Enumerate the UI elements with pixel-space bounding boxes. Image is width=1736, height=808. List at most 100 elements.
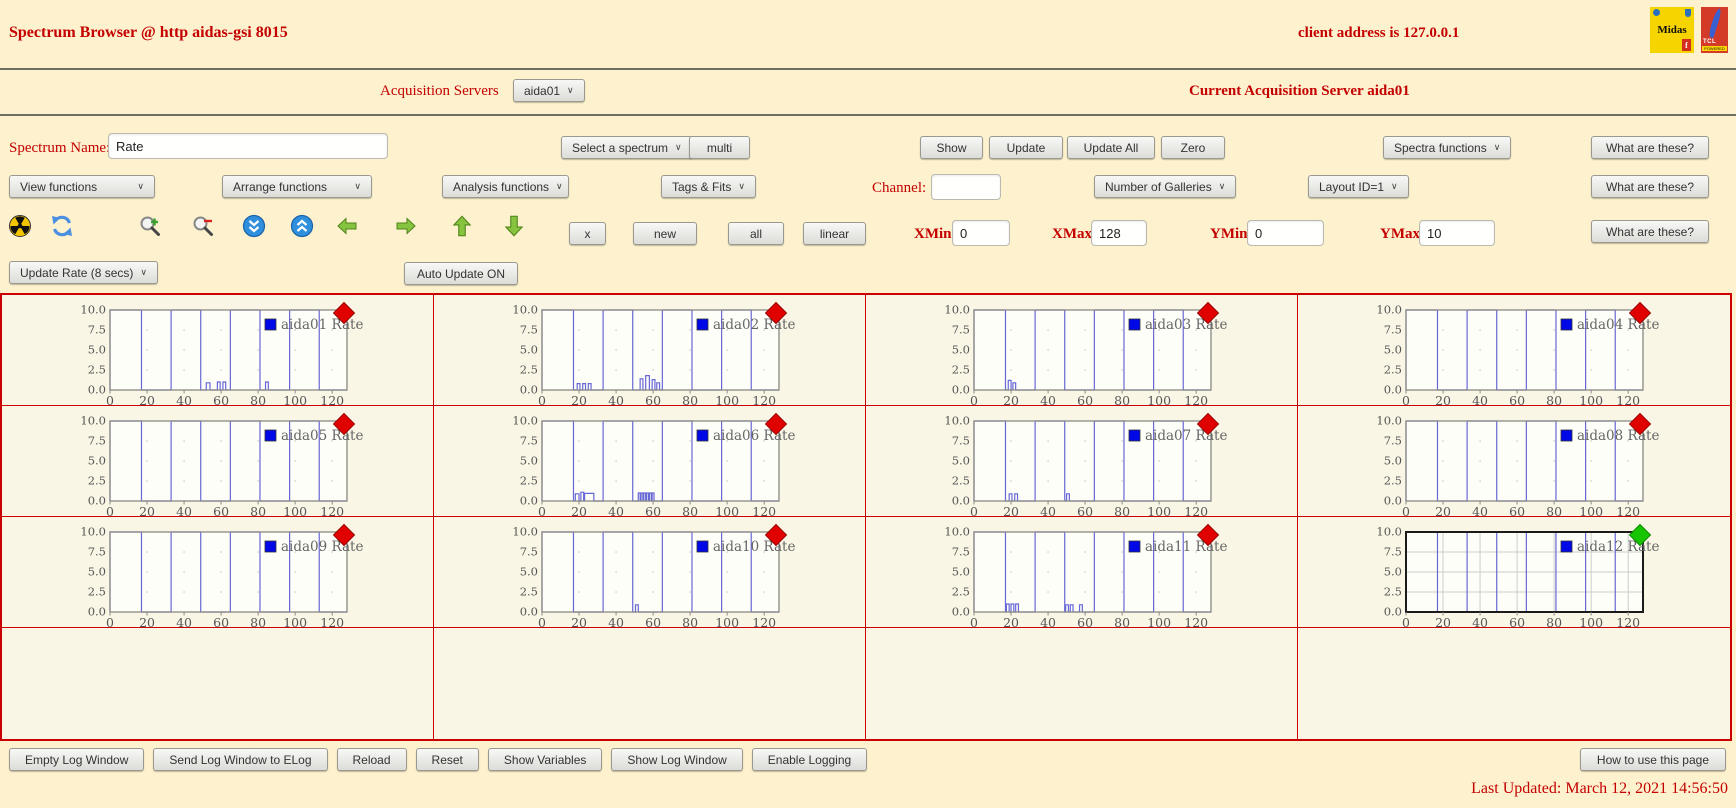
analysis-functions-dropdown[interactable]: Analysis functions ∨ xyxy=(442,175,569,198)
compress-vertical-icon[interactable] xyxy=(242,214,266,238)
gallery-cell: 0.0 2.5 5.0 7.5 10.0 0 20 40 60 80 100 120 aida01 Ra… xyxy=(2,295,434,408)
gallery-chart-aida05[interactable]: 0.0 2.5 5.0 7.5 10.0 0 20 40 60 80 100 120 aida05 Ra… xyxy=(80,411,380,519)
x-tick-label: 40 xyxy=(608,504,624,519)
gallery-chart-aida06[interactable]: 0.0 2.5 5.0 7.5 10.0 0 20 40 60 80 100 120 aida06 Ra… xyxy=(512,411,812,519)
linear-button[interactable]: linear xyxy=(803,222,866,245)
gallery-chart-aida02[interactable]: 0.0 2.5 5.0 7.5 10.0 0 20 40 60 80 100 120 aida02 Ra… xyxy=(512,300,812,408)
y-tick-label: 2.5 xyxy=(1384,363,1402,377)
shift-up-icon[interactable] xyxy=(449,213,473,237)
grid-dot xyxy=(578,480,580,482)
legend-swatch xyxy=(1560,318,1573,331)
empty-gallery-cell xyxy=(866,628,1298,739)
y-tick-label: 0.0 xyxy=(520,494,538,508)
expand-vertical-icon[interactable] xyxy=(290,214,314,238)
what-are-these-button-3[interactable]: What are these? xyxy=(1591,220,1709,243)
zoom-in-icon[interactable] xyxy=(138,214,162,238)
show-button[interactable]: Show xyxy=(920,136,983,159)
tcl-feather-icon xyxy=(1707,7,1723,39)
status-diamond-icon[interactable] xyxy=(332,412,356,436)
layout-id-dropdown[interactable]: Layout ID=1 ∨ xyxy=(1308,175,1409,198)
multi-button[interactable]: multi xyxy=(689,136,750,159)
send-log-to-elog-button[interactable]: Send Log Window to ELog xyxy=(153,748,328,771)
show-log-window-button[interactable]: Show Log Window xyxy=(611,748,743,771)
channel-input[interactable] xyxy=(931,174,1001,200)
update-button[interactable]: Update xyxy=(989,136,1063,159)
status-diamond-icon[interactable] xyxy=(1196,523,1220,547)
acquisition-server-select[interactable]: aida01 ∨ xyxy=(513,79,585,102)
gallery-chart-aida03[interactable]: 0.0 2.5 5.0 7.5 10.0 0 20 40 60 80 100 120 aida03 Ra… xyxy=(944,300,1244,408)
grid-dot xyxy=(1590,329,1592,331)
status-diamond-icon[interactable] xyxy=(1628,412,1652,436)
status-diamond-icon[interactable] xyxy=(1628,523,1652,547)
gallery-chart-aida12[interactable]: 0.0 2.5 5.0 7.5 10.0 0 20 40 60 80 100 120 aida12 Ra… xyxy=(1376,522,1676,630)
reset-button[interactable]: Reset xyxy=(415,748,479,771)
number-of-galleries-dropdown[interactable]: Number of Galleries ∨ xyxy=(1094,175,1237,198)
what-are-these-button-2[interactable]: What are these? xyxy=(1591,175,1709,198)
enable-logging-button[interactable]: Enable Logging xyxy=(751,748,868,771)
status-diamond-icon[interactable] xyxy=(764,523,788,547)
shift-left-icon[interactable] xyxy=(335,214,359,238)
ymax-input[interactable] xyxy=(1419,220,1495,246)
y-tick-label: 10.0 xyxy=(80,525,106,539)
status-diamond-icon[interactable] xyxy=(764,301,788,325)
tags-fits-dropdown[interactable]: Tags & Fits ∨ xyxy=(661,175,756,198)
grid-dot xyxy=(294,480,296,482)
x-tick-label: 20 xyxy=(139,504,155,519)
what-are-these-button-1[interactable]: What are these? xyxy=(1591,136,1709,159)
x-tick-label: 60 xyxy=(213,504,229,519)
arrange-functions-dropdown[interactable]: Arrange functions ∨ xyxy=(222,175,372,198)
auto-update-button[interactable]: Auto Update ON xyxy=(404,262,518,285)
xmin-input[interactable] xyxy=(952,220,1010,246)
view-functions-dropdown[interactable]: View functions ∨ xyxy=(9,175,155,198)
gallery-chart-aida01[interactable]: 0.0 2.5 5.0 7.5 10.0 0 20 40 60 80 100 120 aida01 Ra… xyxy=(80,300,380,408)
gallery-chart-aida09[interactable]: 0.0 2.5 5.0 7.5 10.0 0 20 40 60 80 100 120 aida09 Ra… xyxy=(80,522,380,630)
how-to-use-button[interactable]: How to use this page xyxy=(1579,748,1726,771)
x-tick-label: 0 xyxy=(970,393,978,408)
refresh-icon[interactable] xyxy=(50,214,74,238)
reload-button[interactable]: Reload xyxy=(336,748,407,771)
xmin-label: XMin xyxy=(914,226,952,242)
select-a-spectrum-dropdown[interactable]: Select a spectrum ∨ xyxy=(561,136,693,159)
new-button[interactable]: new xyxy=(633,222,697,245)
status-diamond-icon[interactable] xyxy=(1628,301,1652,325)
x-tick-label: 120 xyxy=(1616,615,1640,630)
gallery-chart-aida11[interactable]: 0.0 2.5 5.0 7.5 10.0 0 20 40 60 80 100 120 aida11 Ra… xyxy=(944,522,1244,630)
status-diamond-icon[interactable] xyxy=(332,301,356,325)
x-tick-label: 40 xyxy=(1472,393,1488,408)
ymin-input[interactable] xyxy=(1247,220,1324,246)
grid-dot xyxy=(331,349,333,351)
grid-dot xyxy=(1590,480,1592,482)
status-diamond-icon[interactable] xyxy=(764,412,788,436)
zoom-out-icon[interactable] xyxy=(191,214,215,238)
gallery-chart-aida10[interactable]: 0.0 2.5 5.0 7.5 10.0 0 20 40 60 80 100 120 aida10 Ra… xyxy=(512,522,812,630)
gallery-chart-aida04[interactable]: 0.0 2.5 5.0 7.5 10.0 0 20 40 60 80 100 120 aida04 Ra… xyxy=(1376,300,1676,408)
grid-dot xyxy=(1158,480,1160,482)
tcl-powered-logo[interactable]: TCL POWERED xyxy=(1701,7,1728,53)
empty-log-window-button[interactable]: Empty Log Window xyxy=(9,748,145,771)
y-tick-label: 7.5 xyxy=(520,545,538,559)
grid-dot xyxy=(1010,591,1012,593)
spectrum-name-input[interactable] xyxy=(108,133,388,159)
status-diamond-icon[interactable] xyxy=(1196,412,1220,436)
grid-dot xyxy=(1479,329,1481,331)
shift-right-icon[interactable] xyxy=(394,214,418,238)
grid-dot xyxy=(1084,460,1086,462)
x-axis-button[interactable]: x xyxy=(569,222,606,245)
zero-button[interactable]: Zero xyxy=(1161,136,1225,159)
spectra-functions-dropdown[interactable]: Spectra functions ∨ xyxy=(1383,136,1512,159)
radiation-icon[interactable] xyxy=(8,214,32,238)
gallery-chart-aida07[interactable]: 0.0 2.5 5.0 7.5 10.0 0 20 40 60 80 100 120 aida07 Ra… xyxy=(944,411,1244,519)
xmax-input[interactable] xyxy=(1091,220,1147,246)
shift-down-icon[interactable] xyxy=(501,213,525,237)
midas-logo[interactable]: Midas f xyxy=(1650,7,1694,53)
status-diamond-icon[interactable] xyxy=(332,523,356,547)
gallery-chart-aida08[interactable]: 0.0 2.5 5.0 7.5 10.0 0 20 40 60 80 100 120 aida08 Ra… xyxy=(1376,411,1676,519)
grid-dot xyxy=(1121,591,1123,593)
grid-dot xyxy=(183,349,185,351)
all-button[interactable]: all xyxy=(728,222,784,245)
x-tick-label: 80 xyxy=(250,393,266,408)
update-rate-dropdown[interactable]: Update Rate (8 secs) ∨ xyxy=(9,261,158,284)
status-diamond-icon[interactable] xyxy=(1196,301,1220,325)
show-variables-button[interactable]: Show Variables xyxy=(487,748,603,771)
update-all-button[interactable]: Update All xyxy=(1067,136,1155,159)
